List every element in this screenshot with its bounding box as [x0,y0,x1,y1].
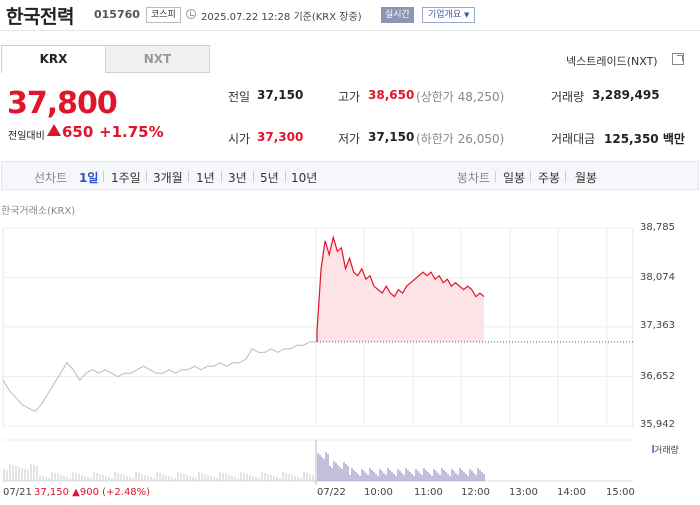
period-1d[interactable]: 1일 [79,171,99,185]
current-price: 37,800 [7,86,118,121]
period-3m[interactable]: 3개월 [153,171,183,185]
change-value: 650 [62,123,94,141]
exchange-tabs: KRX NXT [1,45,210,73]
prev-close-label: 전일 [228,90,251,104]
quote-datetime: 2025.07.22 12:28 기준(KRX 장중) [201,12,362,23]
period-5y[interactable]: 5년 [260,171,279,185]
y-tick: 38,785 [640,222,675,233]
y-tick: 37,363 [640,320,675,331]
x-tick: 10:00 [364,487,393,498]
high-label: 고가 [338,90,361,104]
divider [221,171,222,182]
divider [188,171,189,182]
market-badge: 코스피 [146,7,181,23]
open-label: 시가 [228,132,251,146]
tab-krx[interactable]: KRX [1,45,106,73]
line-chart-label: 선차트 [34,171,68,185]
prev-close-value: 37,150 [257,88,304,102]
change-label: 전일대비 [8,131,45,142]
low-label: 저가 [338,132,361,146]
prev-day-line [2,341,316,413]
candle-daily[interactable]: 일봉 [503,171,526,185]
divider [253,171,254,182]
nxt-link[interactable]: 넥스트레이드(NXT) [566,55,658,68]
volume-value: 3,289,495 [592,88,660,102]
divider [285,171,286,182]
low-value: 37,150 [368,130,415,144]
amount-value: 125,350 백만 [604,132,685,146]
candle-monthly[interactable]: 월봉 [575,171,598,185]
period-10y[interactable]: 10년 [291,171,318,185]
realtime-badge[interactable]: 실시간 [381,7,414,23]
x-tick: 15:00 [606,487,635,498]
x-tick: 13:00 [509,487,538,498]
change-percent: +1.75% [99,123,164,141]
period-3y[interactable]: 3년 [228,171,247,185]
amount-label: 거래대금 [551,132,596,146]
volume-label: 거래량 [551,90,585,104]
candle-weekly[interactable]: 주봉 [538,171,561,185]
divider [530,171,531,182]
y-tick: 36,652 [640,371,675,382]
tab-nxt[interactable]: NXT [105,45,210,73]
upper-limit: (상한가 48,250) [416,90,505,104]
open-value: 37,300 [257,130,304,144]
x-tick: 11:00 [414,487,443,498]
high-value: 38,650 [368,88,415,102]
divider [103,171,104,182]
company-overview-button[interactable]: 기업개요 ▼ [422,7,476,23]
stock-header: 한국전력 015760 코스피 2025.07.22 12:28 기준(KRX … [0,0,700,30]
prev-day-date: 07/21 [3,487,32,498]
clock-icon [186,9,196,19]
stock-name: 한국전력 [6,6,74,28]
candle-chart-label: 봉차트 [457,171,491,185]
period-1w[interactable]: 1주일 [111,171,141,185]
prev-day-summary: 37,150 ▲900 (+2.48%) [34,487,151,498]
divider [0,30,700,31]
divider [565,171,566,182]
today-area [317,237,484,342]
divider [146,171,147,182]
y-tick: 38,074 [640,272,675,283]
period-bar: 선차트 1일 1주일 3개월 1년 3년 5년 10년 봉차트 일봉 주봉 월봉 [1,161,699,190]
period-1y[interactable]: 1년 [196,171,215,185]
volume-legend-swatch [652,445,654,453]
external-link-icon[interactable] [672,53,684,65]
stock-code: 015760 [94,8,140,21]
x-tick: 14:00 [557,487,586,498]
lower-limit: (하한가 26,050) [416,132,505,146]
chevron-down-icon: ▼ [464,11,470,19]
divider [495,171,496,182]
y-tick: 35,942 [640,419,675,430]
up-arrow-icon [47,124,61,136]
today-line [316,235,485,332]
x-tick: 12:00 [461,487,490,498]
volume-legend: 거래량 [654,446,679,456]
chart-source: 한국거래소(KRX) [1,206,76,217]
x-tick: 07/22 [317,487,346,498]
